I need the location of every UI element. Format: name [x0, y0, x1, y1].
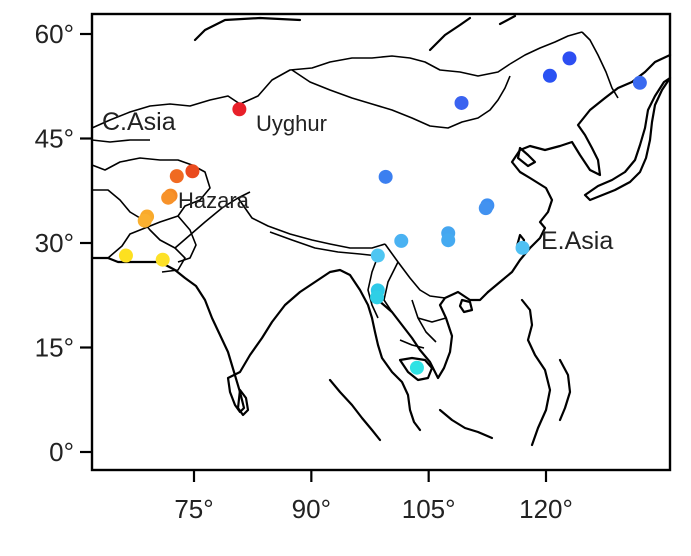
axis-tick-labels: 75° 90° 105° 120° 60° 45° 30° 15° 0°	[35, 19, 573, 524]
sample-point	[169, 169, 184, 184]
axis-ticks	[80, 32, 548, 482]
sample-point	[515, 240, 530, 255]
sample-point	[370, 248, 385, 263]
sample-point	[137, 213, 152, 228]
sample-point	[542, 68, 557, 83]
sample-point	[118, 248, 133, 263]
x-tick-label: 90°	[292, 494, 331, 524]
coastlines	[90, 14, 672, 447]
sample-point	[409, 360, 424, 375]
region-label: E.Asia	[541, 227, 613, 255]
sample-point	[394, 233, 409, 248]
region-label: Hazara	[178, 188, 250, 213]
sample-point	[378, 169, 393, 184]
x-tick-label: 120°	[519, 494, 573, 524]
sample-point	[454, 95, 469, 110]
y-tick-label: 15°	[35, 333, 74, 363]
x-tick-label: 105°	[402, 494, 456, 524]
y-tick-label: 60°	[35, 19, 74, 49]
region-label: Uyghur	[256, 111, 327, 136]
sample-point	[232, 102, 247, 117]
plot-frame	[90, 12, 672, 472]
y-tick-label: 45°	[35, 124, 74, 154]
sample-point	[632, 75, 647, 90]
sample-point	[161, 190, 176, 205]
sample-points	[118, 51, 647, 375]
sample-point	[155, 252, 170, 267]
y-tick-label: 30°	[35, 228, 74, 258]
region-label: C.Asia	[102, 108, 176, 136]
region-labels: C.Asia Uyghur Hazara E.Asia	[102, 108, 613, 255]
sample-point	[562, 51, 577, 66]
x-tick-label: 75°	[174, 494, 213, 524]
sample-point	[478, 201, 493, 216]
country-borders	[91, 31, 619, 349]
sample-point	[441, 233, 456, 248]
sample-point	[370, 290, 385, 305]
y-tick-label: 0°	[49, 437, 74, 467]
sample-point	[185, 164, 200, 179]
